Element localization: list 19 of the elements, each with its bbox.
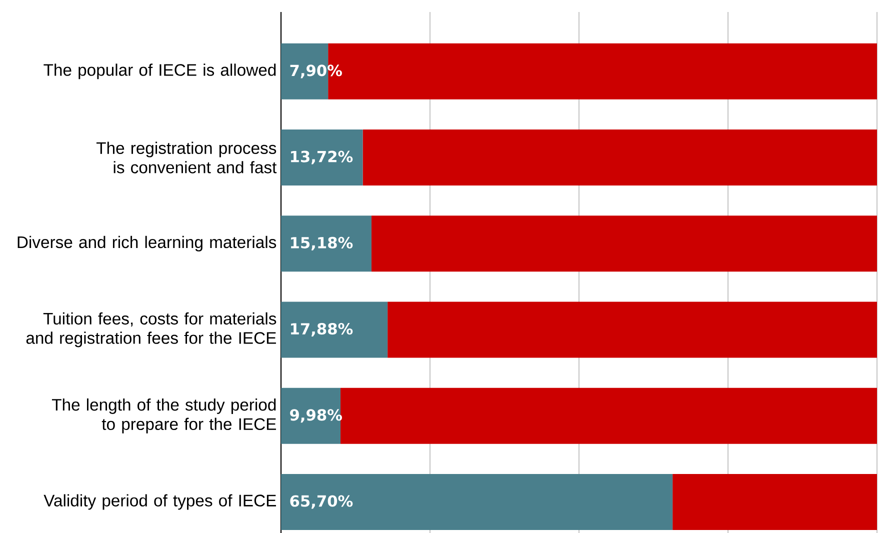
bar	[371, 216, 877, 272]
data-label: 17,88%	[291, 322, 353, 337]
data-label: 13,72%	[291, 150, 353, 164]
data-label: 15,18%	[291, 236, 353, 250]
y-tick-label: Validity period of types of IECE	[44, 494, 276, 510]
bar	[281, 302, 388, 358]
y-tick-label: Tuition fees, costs for materials and registration fees for the IECE	[26, 312, 276, 348]
y-tick-label: The registration process is convenient and fast	[96, 142, 277, 174]
bar	[672, 474, 877, 530]
bar	[281, 130, 363, 186]
bar	[281, 216, 372, 272]
bar	[388, 302, 877, 358]
data-label: 65,70%	[290, 495, 353, 509]
y-tick-label: The popular of IECE is allowed	[44, 64, 276, 80]
y-tick-label: Diverse and rich learning materials	[18, 236, 276, 252]
bar	[340, 388, 877, 444]
bar	[281, 474, 673, 530]
y-tick-label: The length of the study period to prepare for the IECE	[52, 398, 276, 434]
bar	[362, 130, 877, 186]
